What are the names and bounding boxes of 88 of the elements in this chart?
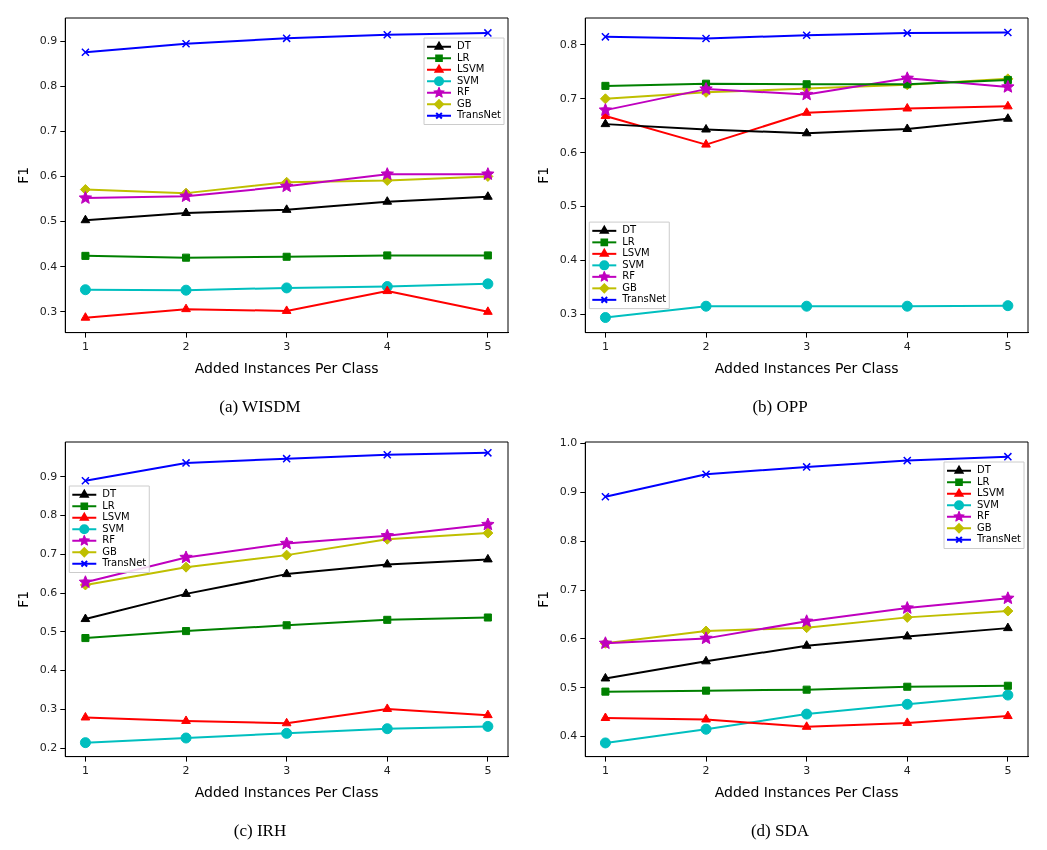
x-tick-label: 3 — [803, 764, 811, 778]
legend-label: TransNet — [456, 109, 502, 121]
y-tick-label: 0.2 — [39, 740, 58, 754]
x-tick-label: 4 — [903, 764, 911, 778]
x-tick-label: 3 — [283, 340, 291, 354]
x-tick-label: 2 — [702, 764, 710, 778]
x-tick-label: 1 — [601, 340, 609, 354]
y-tick-label: 0.3 — [559, 307, 578, 321]
text: (b) OPP — [752, 397, 808, 417]
legend-label: SVM — [102, 522, 125, 534]
x-axis-title: Added Instances Per Class — [714, 359, 899, 376]
legend-label: LSVM — [102, 511, 130, 523]
text: (a) WISDM — [219, 397, 301, 417]
legend-label: DT — [977, 464, 992, 476]
y-tick-label: 0.6 — [559, 631, 578, 645]
y-tick-label: 0.3 — [39, 702, 58, 716]
y-tick-label: 0.4 — [559, 729, 578, 743]
legend-label: GB — [977, 521, 992, 533]
legend-label: DT — [622, 224, 637, 236]
legend-label: LSVM — [622, 247, 650, 259]
y-tick-label: 0.9 — [39, 33, 58, 47]
legend-label: LSVM — [977, 487, 1005, 499]
x-tick-label: 1 — [81, 340, 89, 354]
legend-label: GB — [622, 281, 638, 293]
legend-label: SVM — [457, 74, 479, 86]
y-tick-label: 1.0 — [559, 436, 578, 450]
x-tick-label: 2 — [702, 340, 710, 354]
legend-label: LR — [457, 51, 470, 63]
x-tick-label: 3 — [283, 764, 291, 778]
x-tick-label: 5 — [1004, 764, 1012, 778]
x-tick-label: 4 — [383, 340, 391, 354]
legend-label: TransNet — [621, 293, 667, 305]
y-tick-label: 0.4 — [559, 253, 578, 267]
y-tick-label: 0.9 — [39, 469, 58, 483]
y-tick-label: 0.5 — [559, 199, 578, 213]
y-axis-title: F1 — [15, 166, 32, 184]
y-tick-label: 0.7 — [39, 547, 58, 561]
y-tick-label: 0.7 — [559, 91, 578, 105]
y-tick-label: 0.5 — [39, 624, 58, 638]
y-tick-label: 0.6 — [39, 585, 58, 599]
x-tick-label: 5 — [1004, 340, 1012, 354]
x-tick-label: 1 — [601, 764, 609, 778]
y-tick-label: 0.8 — [559, 534, 578, 548]
legend-label: LR — [977, 475, 990, 487]
legend-label: SVM — [622, 258, 645, 270]
x-tick-label: 2 — [182, 340, 190, 354]
y-tick-label: 0.7 — [559, 582, 578, 596]
legend-label: GB — [457, 97, 472, 109]
legend-label: RF — [457, 86, 470, 98]
legend-label: TransNet — [976, 533, 1022, 545]
y-tick-label: 0.8 — [39, 508, 58, 522]
x-tick-label: 2 — [182, 764, 190, 778]
legend-label: DT — [457, 40, 472, 52]
y-tick-label: 0.4 — [39, 259, 58, 273]
x-axis-title: Added Instances Per Class — [194, 783, 379, 800]
x-tick-label: 4 — [903, 340, 911, 354]
x-axis-title: Added Instances Per Class — [714, 783, 899, 800]
legend-label: RF — [102, 534, 116, 546]
y-tick-label: 0.8 — [39, 79, 58, 93]
text: (c) IRH — [233, 821, 287, 841]
x-tick-label: 5 — [484, 764, 492, 778]
y-tick-label: 0.3 — [39, 304, 58, 318]
legend-label: LSVM — [457, 63, 485, 75]
y-tick-label: 0.5 — [559, 680, 578, 694]
x-tick-label: 3 — [803, 340, 811, 354]
y-tick-label: 0.6 — [39, 169, 58, 183]
legend-label: LR — [102, 499, 115, 511]
x-tick-label: 4 — [383, 764, 391, 778]
x-axis-title: Added Instances Per Class — [194, 359, 379, 376]
y-tick-label: 0.7 — [39, 124, 58, 138]
y-tick-label: 0.9 — [559, 485, 578, 499]
y-axis-title: F1 — [535, 166, 552, 184]
legend-label: TransNet — [101, 557, 147, 569]
y-tick-label: 0.5 — [39, 214, 58, 228]
legend-label: LR — [622, 235, 635, 247]
y-axis-title: F1 — [15, 590, 32, 608]
legend-label: DT — [102, 488, 117, 500]
text: (d) SDA — [750, 821, 810, 841]
y-axis-title: F1 — [535, 590, 552, 608]
legend-label: RF — [622, 270, 636, 282]
legend-label: GB — [102, 545, 118, 557]
x-tick-label: 1 — [81, 764, 89, 778]
y-tick-label: 0.8 — [559, 37, 578, 51]
x-tick-label: 5 — [484, 340, 492, 354]
legend-label: SVM — [977, 498, 999, 510]
y-tick-label: 0.4 — [39, 663, 58, 677]
legend-label: RF — [977, 510, 990, 522]
y-tick-label: 0.6 — [559, 145, 578, 159]
